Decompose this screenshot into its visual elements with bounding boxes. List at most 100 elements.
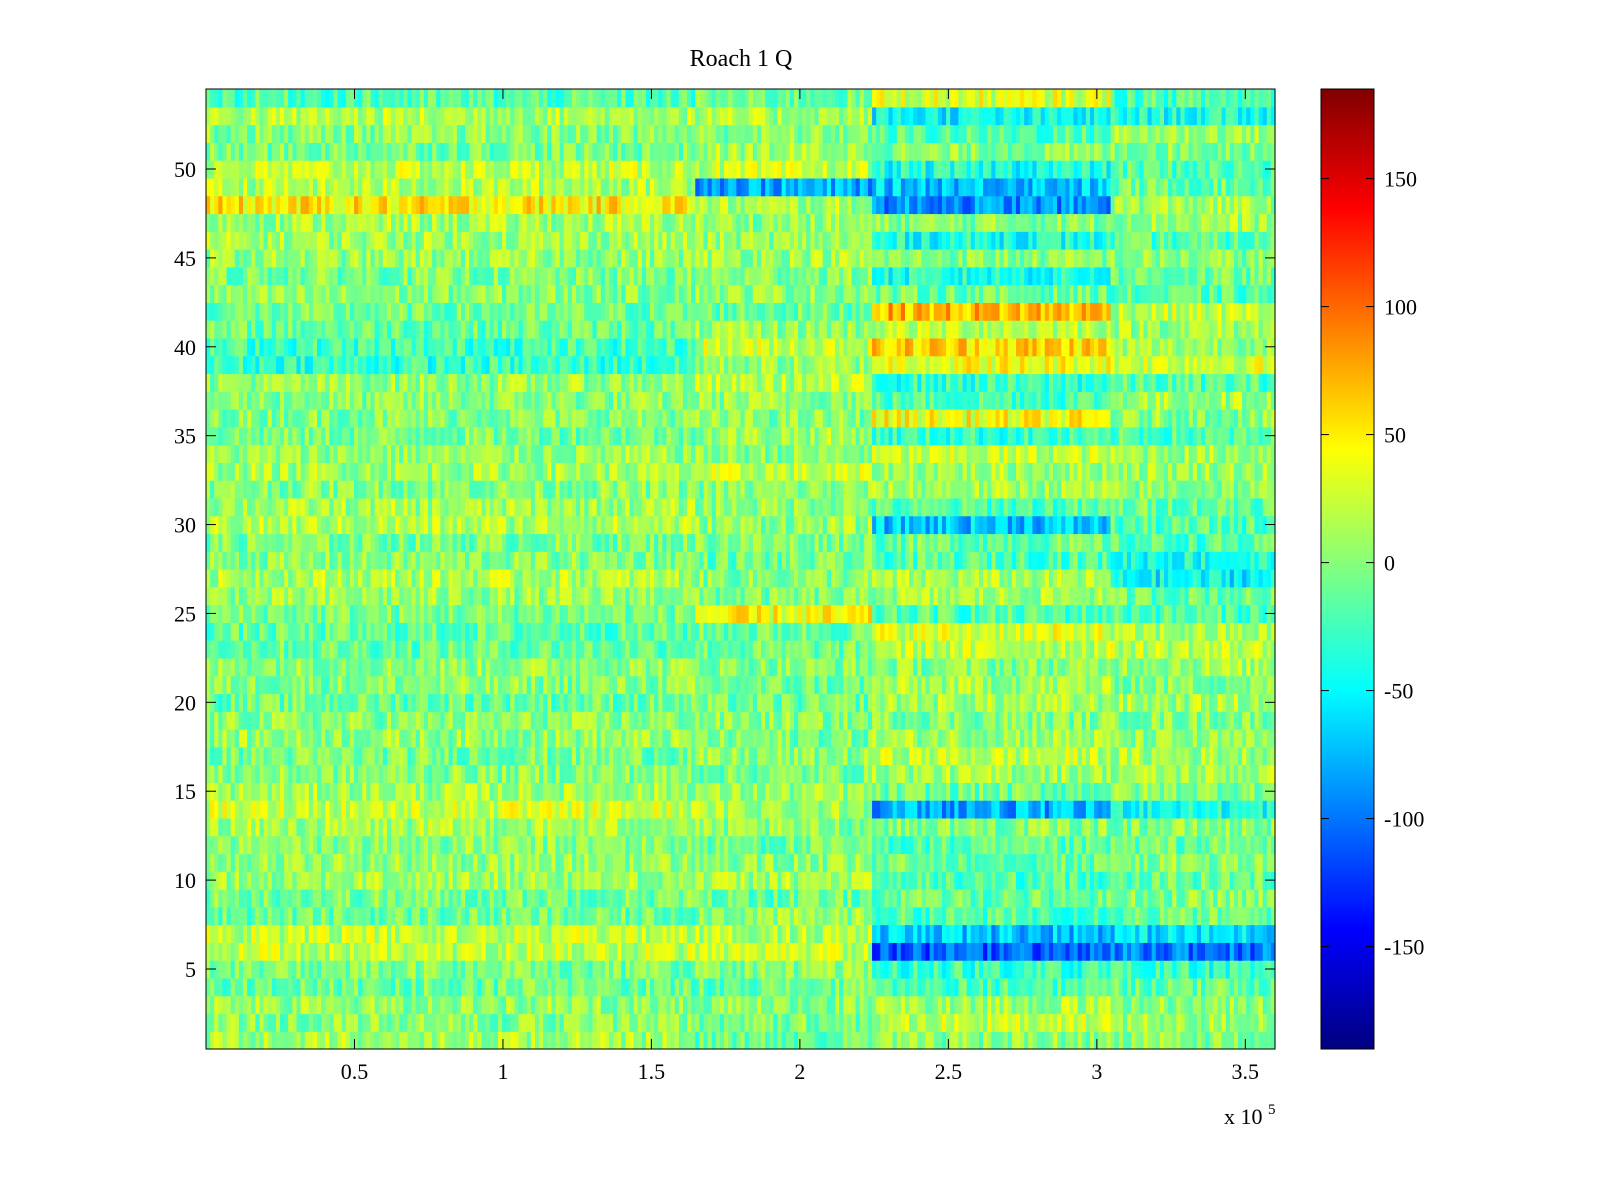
heatmap-cell xyxy=(1176,924,1182,943)
heatmap-cell xyxy=(1238,995,1243,1015)
heatmap-cell xyxy=(1242,960,1247,979)
heatmap-cell xyxy=(863,729,869,748)
heatmap-cell xyxy=(428,871,433,890)
heatmap-cell xyxy=(317,817,322,837)
heatmap-cell xyxy=(765,729,770,748)
heatmap-cell xyxy=(707,960,713,979)
heatmap-cell xyxy=(407,711,413,730)
heatmap-cell xyxy=(1258,711,1264,730)
heatmap-cell xyxy=(506,800,511,819)
heatmap-cell xyxy=(1262,764,1268,783)
heatmap-cell xyxy=(292,800,298,819)
heatmap-cell xyxy=(830,711,836,730)
heatmap-cell xyxy=(617,835,622,855)
heatmap-cell xyxy=(884,817,890,837)
heatmap-cell xyxy=(300,977,306,997)
heatmap-cell xyxy=(974,835,980,855)
heatmap-cell xyxy=(506,764,511,783)
heatmap-cell xyxy=(362,693,367,712)
heatmap-cell xyxy=(518,764,524,783)
heatmap-cell xyxy=(563,711,569,730)
heatmap-cell xyxy=(629,782,635,801)
heatmap-cell xyxy=(444,729,450,748)
heatmap-cell xyxy=(366,1031,372,1050)
heatmap-cell xyxy=(321,817,326,837)
heatmap-cell xyxy=(909,871,914,890)
heatmap-cell xyxy=(1184,835,1190,855)
heatmap-cell xyxy=(308,782,314,801)
heatmap-cell xyxy=(386,1013,392,1032)
heatmap-cell xyxy=(950,960,955,979)
heatmap-cell xyxy=(407,800,413,819)
heatmap-cell xyxy=(974,942,980,961)
heatmap-cell xyxy=(748,871,754,890)
heatmap-cell xyxy=(830,764,836,783)
heatmap-cell xyxy=(234,711,240,730)
heatmap-cell xyxy=(1242,711,1247,730)
heatmap-cell xyxy=(711,782,717,801)
heatmap-cell xyxy=(843,817,848,837)
heatmap-cell xyxy=(251,942,256,961)
heatmap-cell xyxy=(888,1031,894,1050)
heatmap-cell xyxy=(954,995,960,1015)
heatmap-cell xyxy=(724,800,729,819)
heatmap-cell xyxy=(633,995,639,1015)
heatmap-cell xyxy=(489,889,495,908)
heatmap-cell xyxy=(473,746,478,766)
heatmap-cell xyxy=(423,1031,429,1050)
heatmap-cell xyxy=(1131,835,1136,855)
heatmap-cell xyxy=(222,817,228,837)
heatmap-cell xyxy=(983,764,988,783)
heatmap-cell xyxy=(411,924,417,943)
heatmap-cell xyxy=(214,764,219,783)
heatmap-cell xyxy=(752,906,758,926)
heatmap-cell xyxy=(732,924,737,943)
heatmap-cell xyxy=(662,782,668,801)
heatmap-cell xyxy=(872,764,877,783)
heatmap-cell xyxy=(259,977,265,997)
heatmap-cell xyxy=(206,995,211,1015)
heatmap-cell xyxy=(987,800,992,819)
heatmap-cell xyxy=(1110,906,1116,926)
heatmap-cell xyxy=(354,977,359,997)
heatmap-cell xyxy=(345,800,351,819)
heatmap-cell xyxy=(880,889,885,908)
heatmap-cell xyxy=(230,960,236,979)
heatmap-cell xyxy=(452,995,458,1015)
heatmap-cell xyxy=(703,906,709,926)
heatmap-cell xyxy=(292,1031,298,1050)
heatmap-cell xyxy=(1200,746,1206,766)
heatmap-cell xyxy=(234,924,240,943)
heatmap-cell xyxy=(777,835,783,855)
heatmap-cell xyxy=(584,889,589,908)
heatmap-cell xyxy=(576,800,581,819)
heatmap-cell xyxy=(1085,746,1091,766)
heatmap-cell xyxy=(826,729,832,748)
heatmap-cell xyxy=(576,729,581,748)
heatmap-cell xyxy=(1131,1031,1136,1050)
heatmap-cell xyxy=(255,942,261,961)
heatmap-cell xyxy=(830,1031,836,1050)
heatmap-cell xyxy=(362,1031,367,1050)
heatmap-cell xyxy=(1110,746,1116,766)
heatmap-cell xyxy=(1061,729,1066,748)
heatmap-cell xyxy=(987,853,992,872)
heatmap-cell xyxy=(789,800,795,819)
heatmap-cell xyxy=(1225,1031,1231,1050)
heatmap-cell xyxy=(966,977,972,997)
heatmap-cell xyxy=(650,764,655,783)
heatmap-cell xyxy=(1262,1013,1268,1032)
heatmap-cell xyxy=(1089,853,1095,872)
heatmap-cell xyxy=(933,764,939,783)
heatmap-cell xyxy=(580,1031,585,1050)
heatmap-cell xyxy=(502,995,507,1015)
heatmap-cell xyxy=(497,942,503,961)
heatmap-cell xyxy=(1065,835,1071,855)
heatmap-cell xyxy=(1024,960,1029,979)
heatmap-cell xyxy=(230,889,236,908)
heatmap-cell xyxy=(1213,746,1219,766)
heatmap-cell xyxy=(300,1013,306,1032)
heatmap-cell xyxy=(699,960,705,979)
heatmap-cell xyxy=(243,889,248,908)
heatmap-cell xyxy=(247,817,252,837)
